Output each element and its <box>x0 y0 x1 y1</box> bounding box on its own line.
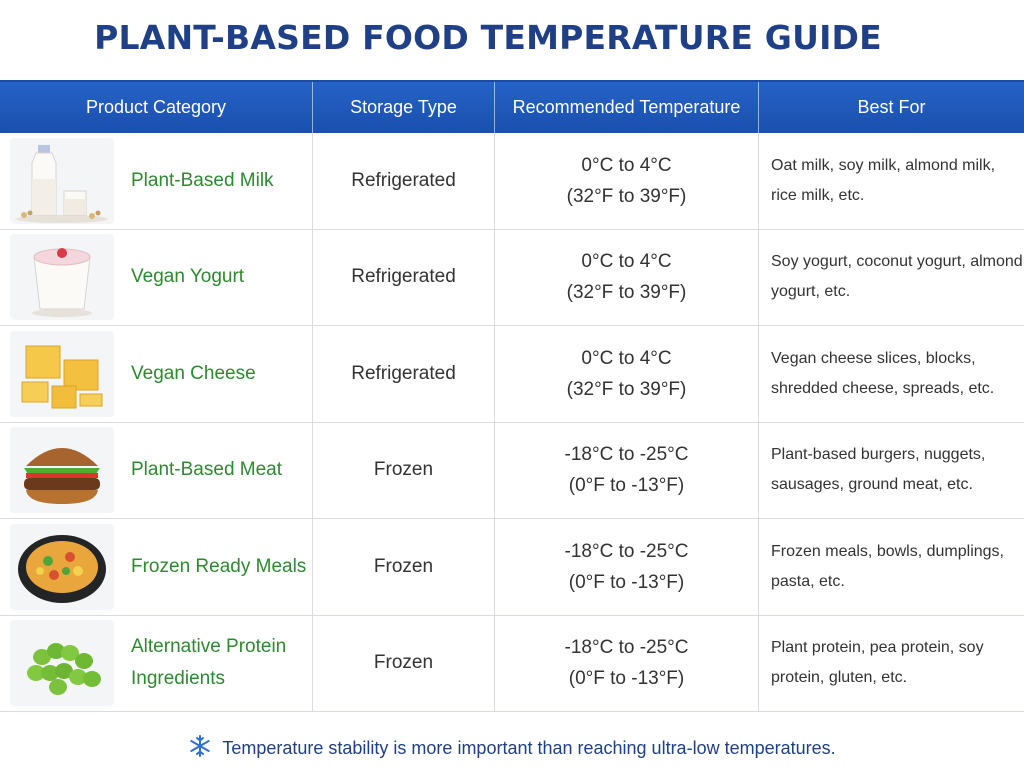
category-name: Vegan Yogurt <box>131 266 245 288</box>
temp-celsius: 0°C to 4°C <box>581 154 672 176</box>
header-best-for: Best For <box>857 97 926 117</box>
best-for-cell: Oat milk, soy milk, almond milk, rice mi… <box>771 156 996 204</box>
category-name: Vegan Cheese <box>131 362 256 384</box>
temp-fahrenheit: (0°F to -13°F) <box>568 571 685 593</box>
temperature-cell: 0°C to 4°C (32°F to 39°F) <box>495 229 759 325</box>
temperature-cell: -18°C to -25°C (0°F to -13°F) <box>495 519 759 615</box>
temp-fahrenheit: (0°F to -13°F) <box>568 475 685 497</box>
temp-celsius: -18°C to -25°C <box>564 637 689 659</box>
best-for-cell: Plant-based burgers, nuggets, sausages, … <box>771 446 986 494</box>
storage-type-cell: Frozen <box>313 422 495 518</box>
storage-type-cell: Refrigerated <box>313 229 495 325</box>
category-name: Alternative Protein Ingredients <box>131 636 287 690</box>
storage-type-cell: Frozen <box>313 519 495 615</box>
milk-bottle-icon <box>10 137 114 224</box>
category-cell: Vegan Cheese <box>0 326 313 422</box>
table-header: Product Category Storage Type Recommende… <box>0 80 1024 133</box>
temperature-cell: -18°C to -25°C (0°F to -13°F) <box>495 615 759 711</box>
table-row: Vegan Yogurt Refrigerated 0°C to 4°C (32… <box>0 229 1024 326</box>
storage-type-cell: Refrigerated <box>313 133 495 229</box>
category-cell: Plant-Based Meat <box>0 422 313 518</box>
temperature-cell: 0°C to 4°C (32°F to 39°F) <box>495 326 759 422</box>
category-name: Plant-Based Meat <box>131 459 283 481</box>
cheese-blocks-icon <box>10 330 114 417</box>
temp-fahrenheit: (32°F to 39°F) <box>566 378 687 400</box>
table-row: Alternative Protein Ingredients Frozen -… <box>0 615 1024 712</box>
category-cell: Frozen Ready Meals <box>0 519 313 615</box>
best-for-cell: Plant protein, pea protein, soy protein,… <box>771 639 984 687</box>
header-product-category: Product Category <box>0 82 313 133</box>
temp-celsius: -18°C to -25°C <box>564 540 689 562</box>
edamame-icon <box>10 620 114 707</box>
table-row: Plant-Based Milk Refrigerated 0°C to 4°C… <box>0 133 1024 230</box>
category-cell: Vegan Yogurt <box>0 229 313 325</box>
category-cell: Plant-Based Milk <box>0 133 313 229</box>
meal-bowl-icon <box>10 523 114 610</box>
temperature-cell: -18°C to -25°C (0°F to -13°F) <box>495 422 759 518</box>
best-for-cell: Soy yogurt, coconut yogurt, almond yogur… <box>771 253 1023 301</box>
snowflake-icon <box>188 734 222 763</box>
header-storage-type: Storage Type <box>313 82 495 133</box>
storage-type-cell: Frozen <box>313 615 495 711</box>
temperature-table: Product Category Storage Type Recommende… <box>0 80 1024 712</box>
header-recommended-temperature: Recommended Temperature <box>495 82 759 133</box>
temp-fahrenheit: (32°F to 39°F) <box>566 282 687 304</box>
temp-celsius: 0°C to 4°C <box>581 347 672 369</box>
category-name: Plant-Based Milk <box>131 169 274 191</box>
temp-fahrenheit: (32°F to 39°F) <box>566 185 687 207</box>
category-cell: Alternative Protein Ingredients <box>0 615 313 711</box>
page-title: PLANT-BASED FOOD TEMPERATURE GUIDE <box>94 18 882 57</box>
best-for-cell: Vegan cheese slices, blocks, shredded ch… <box>771 349 995 397</box>
temperature-cell: 0°C to 4°C (32°F to 39°F) <box>495 133 759 229</box>
temp-celsius: 0°C to 4°C <box>581 251 672 273</box>
table-row: Frozen Ready Meals Frozen -18°C to -25°C… <box>0 519 1024 616</box>
table-row: Plant-Based Meat Frozen -18°C to -25°C (… <box>0 422 1024 519</box>
best-for-cell: Frozen meals, bowls, dumplings, pasta, e… <box>771 542 1004 590</box>
yogurt-cup-icon <box>10 234 114 321</box>
storage-type-cell: Refrigerated <box>313 326 495 422</box>
burger-icon <box>10 427 114 514</box>
table-row: Vegan Cheese Refrigerated 0°C to 4°C (32… <box>0 326 1024 423</box>
category-name: Frozen Ready Meals <box>131 555 307 577</box>
footer-text: Temperature stability is more important … <box>222 737 836 758</box>
footer-note: Temperature stability is more important … <box>0 733 1024 763</box>
temp-fahrenheit: (0°F to -13°F) <box>568 668 685 690</box>
temp-celsius: -18°C to -25°C <box>564 444 689 466</box>
